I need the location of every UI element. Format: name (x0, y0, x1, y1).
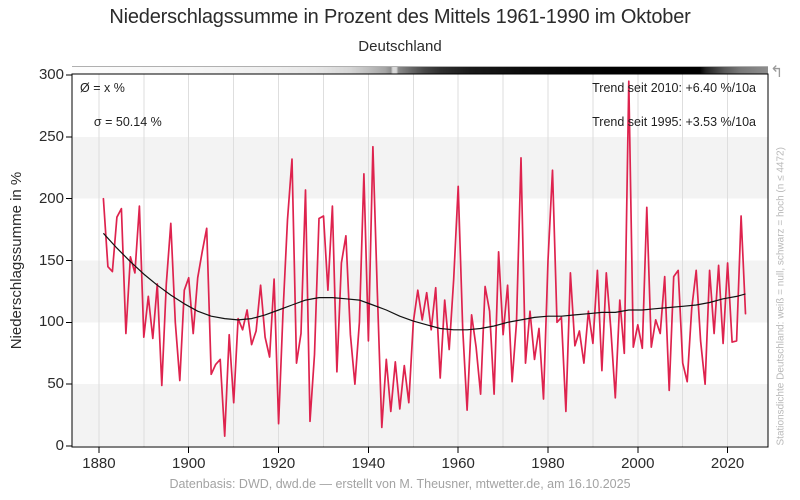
y-tick-label: 200 (38, 189, 64, 207)
y-tick-label: 150 (38, 251, 64, 269)
smoothed-trend-line (102, 232, 746, 331)
sigma-annotation: σ = 50.14 % (93, 115, 162, 129)
x-tick-label: 1900 (172, 455, 206, 472)
stats-annotation: Ø = x % σ = 50.14 % (80, 80, 162, 131)
shaded-band (72, 384, 768, 446)
y-tick-label: 300 (38, 66, 64, 83)
y-tick-label: 100 (38, 313, 64, 331)
chart-subtitle: Deutschland (358, 38, 442, 55)
shaded-band (72, 136, 768, 199)
x-tick-label: 1880 (82, 455, 116, 472)
x-tick-label: 2020 (710, 455, 745, 472)
x-tick-label: 1960 (441, 455, 475, 472)
trend-1995-annotation: Trend seit 1995: +3.53 %/10a (592, 115, 756, 129)
station-density-caption: Stationsdichte Deutschland: weiß = null,… (775, 147, 787, 446)
chart-title: Niederschlagssumme in Prozent des Mittel… (109, 6, 691, 28)
x-tick-label: 1980 (531, 455, 565, 472)
x-tick-label: 1920 (261, 455, 296, 472)
y-tick-label: 0 (55, 437, 64, 454)
shaded-band (72, 260, 768, 323)
mean-annotation: Ø = x % (80, 81, 125, 95)
footer-credit: Datenbasis: DWD, dwd.de — erstellt von M… (169, 477, 631, 491)
x-tick-label: 1940 (351, 455, 386, 472)
y-tick-label: 50 (47, 375, 64, 393)
station-density-strip (72, 66, 768, 75)
trend-annotation: Trend seit 2010: +6.40 %/10a Trend seit … (578, 80, 756, 131)
x-tick-label: 2000 (621, 455, 655, 472)
trend-2010-annotation: Trend seit 2010: +6.40 %/10a (592, 81, 756, 95)
precipitation-series-line (102, 80, 747, 437)
plot-area (66, 73, 769, 453)
y-tick-label: 250 (38, 127, 64, 145)
return-arrow-icon: ↰ (770, 64, 784, 81)
